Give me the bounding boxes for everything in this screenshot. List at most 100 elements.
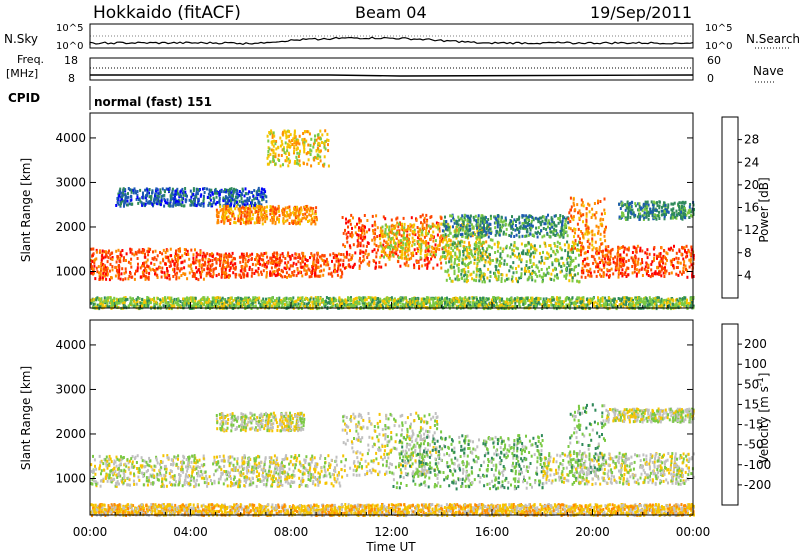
data-cell <box>216 214 218 217</box>
data-cell <box>522 235 524 238</box>
data-cell <box>289 258 291 261</box>
data-cell <box>131 248 133 251</box>
data-cell <box>296 162 298 165</box>
data-cell <box>212 263 214 266</box>
data-cell <box>685 256 687 259</box>
data-cell <box>373 232 375 235</box>
data-cell <box>569 264 571 267</box>
data-cell <box>266 217 268 220</box>
data-cell <box>510 255 512 258</box>
data-cell <box>489 279 491 282</box>
data-cell <box>413 224 415 227</box>
data-cell <box>540 229 542 232</box>
data-cell <box>626 253 628 256</box>
data-cell <box>551 223 553 226</box>
data-cell <box>213 197 215 200</box>
data-cell <box>604 212 606 215</box>
data-cell <box>245 262 247 265</box>
data-cell <box>263 269 265 272</box>
data-cell <box>596 275 598 278</box>
data-cell <box>495 234 497 237</box>
data-cell <box>648 211 650 214</box>
data-cell <box>301 274 303 277</box>
data-cell <box>401 226 403 229</box>
data-cell <box>622 264 624 267</box>
data-cell <box>328 139 330 142</box>
data-cell <box>227 189 229 192</box>
data-cell <box>576 203 578 206</box>
data-cell <box>343 253 345 256</box>
data-cell <box>450 239 452 242</box>
data-cell <box>294 160 296 163</box>
data-cell <box>593 246 595 249</box>
data-cell <box>317 254 319 257</box>
data-cell <box>562 236 564 239</box>
data-cell <box>500 247 502 250</box>
data-cell <box>314 216 316 219</box>
data-cell <box>456 264 458 267</box>
data-cell <box>220 220 222 223</box>
data-cell <box>425 214 427 217</box>
data-cell <box>270 160 272 163</box>
data-cell <box>135 270 137 273</box>
data-cell <box>258 260 260 263</box>
data-cell <box>460 233 462 236</box>
data-cell <box>137 266 139 269</box>
data-cell <box>609 269 611 272</box>
data-cell <box>682 258 684 261</box>
data-cell <box>565 274 567 277</box>
data-cell <box>244 203 246 206</box>
data-cell <box>642 274 644 277</box>
data-cell <box>674 202 676 205</box>
data-cell <box>492 259 494 262</box>
data-cell <box>275 208 277 211</box>
data-cell <box>215 257 217 260</box>
data-cell <box>578 264 580 267</box>
data-cell <box>579 237 581 240</box>
data-cell <box>470 252 472 255</box>
data-cell <box>600 218 602 221</box>
data-cell <box>282 132 284 135</box>
data-cell <box>286 271 288 274</box>
data-cell <box>456 225 458 228</box>
data-cell <box>260 191 262 194</box>
data-cell <box>412 237 414 240</box>
data-cell <box>192 193 194 196</box>
data-cell <box>272 156 274 159</box>
data-cell <box>627 273 629 276</box>
data-cell <box>452 243 454 246</box>
data-cell <box>514 241 516 244</box>
data-cell <box>595 211 597 214</box>
data-cell <box>166 267 168 270</box>
data-cell <box>420 238 422 241</box>
data-cell <box>407 254 409 257</box>
data-cell <box>568 211 570 214</box>
data-cell <box>613 298 615 301</box>
data-cell <box>351 231 353 234</box>
data-cell <box>524 244 526 247</box>
data-cell <box>484 261 486 264</box>
data-cell <box>321 133 323 136</box>
data-cell <box>602 218 604 221</box>
data-cell <box>196 255 198 258</box>
data-cell <box>273 159 275 162</box>
data-cell <box>96 251 98 254</box>
data-cell <box>142 196 144 199</box>
data-cell <box>192 257 194 260</box>
data-cell <box>638 202 640 205</box>
data-cell <box>490 232 492 235</box>
data-cell <box>631 201 633 204</box>
data-cell <box>467 266 469 269</box>
data-cell <box>473 227 475 230</box>
data-cell <box>266 274 268 277</box>
data-cell <box>579 241 581 244</box>
data-cell <box>442 255 444 258</box>
data-cell <box>440 223 442 226</box>
data-cell <box>317 147 319 150</box>
data-cell <box>232 252 234 255</box>
data-cell <box>460 224 462 227</box>
data-cell <box>289 275 291 278</box>
data-cell <box>145 275 147 278</box>
data-cell <box>281 140 283 143</box>
data-cell <box>227 205 229 208</box>
